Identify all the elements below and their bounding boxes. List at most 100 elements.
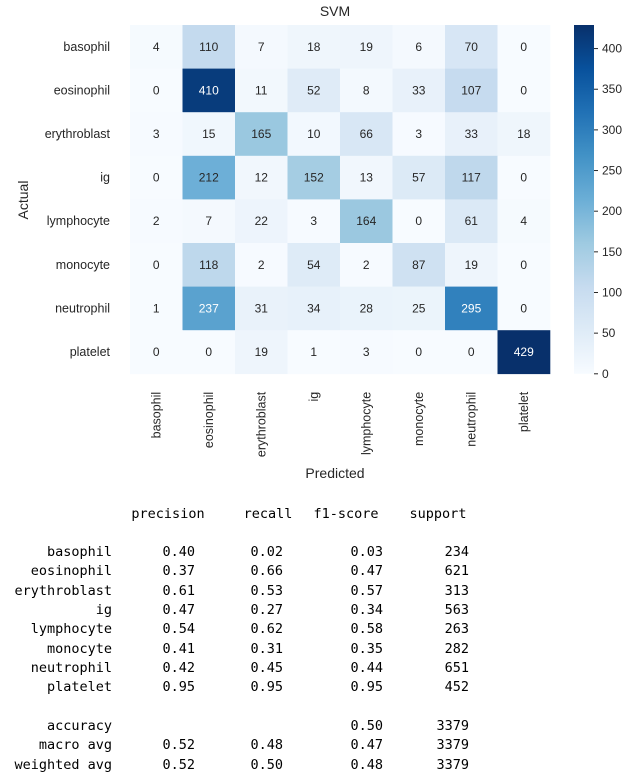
cell-value-label: 18 <box>307 40 321 54</box>
f1-score-value: 0.03 <box>350 544 383 560</box>
heatmap-cell <box>340 330 393 375</box>
support-value: 3379 <box>436 756 469 773</box>
cell-value-label: 0 <box>520 301 527 315</box>
cell-value-label: 61 <box>465 214 479 228</box>
heatmap-cell <box>445 286 498 331</box>
cell-value-label: 19 <box>255 345 269 359</box>
cell-value-label: 2 <box>258 258 265 272</box>
recall-value: 0.62 <box>250 621 283 638</box>
x-tick-label: platelet <box>517 391 531 432</box>
cell-value-label: 0 <box>520 83 527 97</box>
colorbar-gradient <box>574 25 594 374</box>
cell-value-label: 107 <box>461 83 481 97</box>
cell-value-label: 212 <box>199 171 219 185</box>
cell-value-label: 0 <box>520 258 527 272</box>
heatmap-cell <box>182 243 236 287</box>
heatmap-cell <box>287 25 341 69</box>
cell-value-label: 1 <box>310 345 317 359</box>
x-tick-label: basophil <box>149 392 163 439</box>
cell-value-label: 33 <box>465 127 479 141</box>
recall-value: 0.50 <box>250 756 283 773</box>
heatmap-cell <box>235 199 288 244</box>
report-row-label: eosinophil <box>30 563 112 580</box>
heatmap-cell <box>392 25 446 69</box>
cell-value-label: 4 <box>520 214 527 228</box>
recall-value: 0.66 <box>250 563 283 580</box>
f1-score-value: 0.35 <box>350 640 383 657</box>
cell-value-label: 0 <box>153 258 160 272</box>
x-axis-label: Predicted <box>305 465 364 481</box>
cell-value-label: 0 <box>153 171 160 185</box>
support-value: 263 <box>444 621 469 638</box>
f1-score-value: 0.47 <box>350 563 383 580</box>
precision-value: 0.61 <box>162 582 195 599</box>
heatmap-cell <box>130 199 183 244</box>
heatmap-cell <box>445 199 498 244</box>
report-column-header: f1-score <box>313 506 379 522</box>
report-summary-row-label: macro avg <box>38 737 112 754</box>
y-tick-label: ig <box>100 171 110 185</box>
report-row-label: erythroblast <box>14 582 112 599</box>
heatmap-cell <box>340 68 393 113</box>
heatmap-cell <box>445 330 498 375</box>
cell-value-label: 0 <box>468 345 475 359</box>
cell-value-label: 19 <box>360 40 374 54</box>
heatmap-cell <box>182 286 236 331</box>
heatmap-cell <box>235 330 288 375</box>
precision-value: 0.47 <box>162 601 195 618</box>
cell-value-label: 110 <box>199 40 218 54</box>
cell-value-label: 70 <box>465 40 479 54</box>
report-column-header: precision <box>131 506 205 522</box>
heatmap-cell <box>497 330 551 375</box>
colorbar-tick-label: 100 <box>602 285 622 299</box>
cell-value-label: 0 <box>520 171 527 185</box>
confusion-matrix-chart: 4 110 7 18 19 6 70 00 410 11 52 8 33 107 03 15 165 10 66 3 3… <box>15 3 622 481</box>
f1-score-value: 0.57 <box>350 582 383 599</box>
heatmap-cell <box>392 286 446 331</box>
recall-value: 0.48 <box>250 737 283 754</box>
colorbar-tick-label: 300 <box>602 123 622 137</box>
heatmap-cell <box>182 112 236 157</box>
cell-value-label: 7 <box>258 40 265 54</box>
report-row-label: neutrophil <box>30 659 112 676</box>
heatmap-cell <box>445 155 498 200</box>
cell-value-label: 57 <box>412 171 426 185</box>
report-row-label: ig <box>95 601 112 618</box>
heatmap-cell <box>235 243 288 287</box>
support-value: 313 <box>444 582 469 599</box>
support-value: 3379 <box>436 718 469 734</box>
precision-value: 0.54 <box>162 621 195 638</box>
y-tick-label: lymphocyte <box>47 214 110 228</box>
heatmap-cell <box>445 68 498 113</box>
cell-value-label: 31 <box>255 301 269 315</box>
heatmap-cell <box>287 155 341 200</box>
x-tick-label: monocyte <box>412 392 426 446</box>
heatmap-cell <box>287 199 341 244</box>
heatmap-cell <box>340 286 393 331</box>
heatmap-cell <box>182 68 236 113</box>
heatmap-cell <box>392 68 446 113</box>
heatmap-cell <box>497 155 551 200</box>
f1-score-value: 0.58 <box>350 621 383 638</box>
cell-value-label: 0 <box>153 83 160 97</box>
heatmap-cell <box>340 155 393 200</box>
heatmap-cell <box>235 68 288 113</box>
recall-value: 0.53 <box>250 582 283 599</box>
f1-score-value: 0.34 <box>350 601 383 618</box>
x-tick-label: ig <box>307 392 321 402</box>
heatmap-cell <box>497 243 551 287</box>
y-tick-label: monocyte <box>56 258 110 272</box>
heatmap-cell <box>287 112 341 157</box>
y-tick-label: platelet <box>70 345 111 359</box>
precision-value: 0.40 <box>162 544 195 560</box>
f1-score-value: 0.47 <box>350 737 383 754</box>
support-value: 234 <box>444 544 469 560</box>
heatmap-cell <box>130 68 183 113</box>
heatmap-cell <box>287 68 341 113</box>
cell-value-label: 33 <box>412 83 426 97</box>
cell-value-label: 117 <box>462 171 481 185</box>
report-row-label: basophil <box>46 544 112 560</box>
report-summary-row-label: weighted avg <box>14 756 112 773</box>
cell-value-label: 19 <box>465 258 479 272</box>
heatmap-cell <box>130 286 183 331</box>
